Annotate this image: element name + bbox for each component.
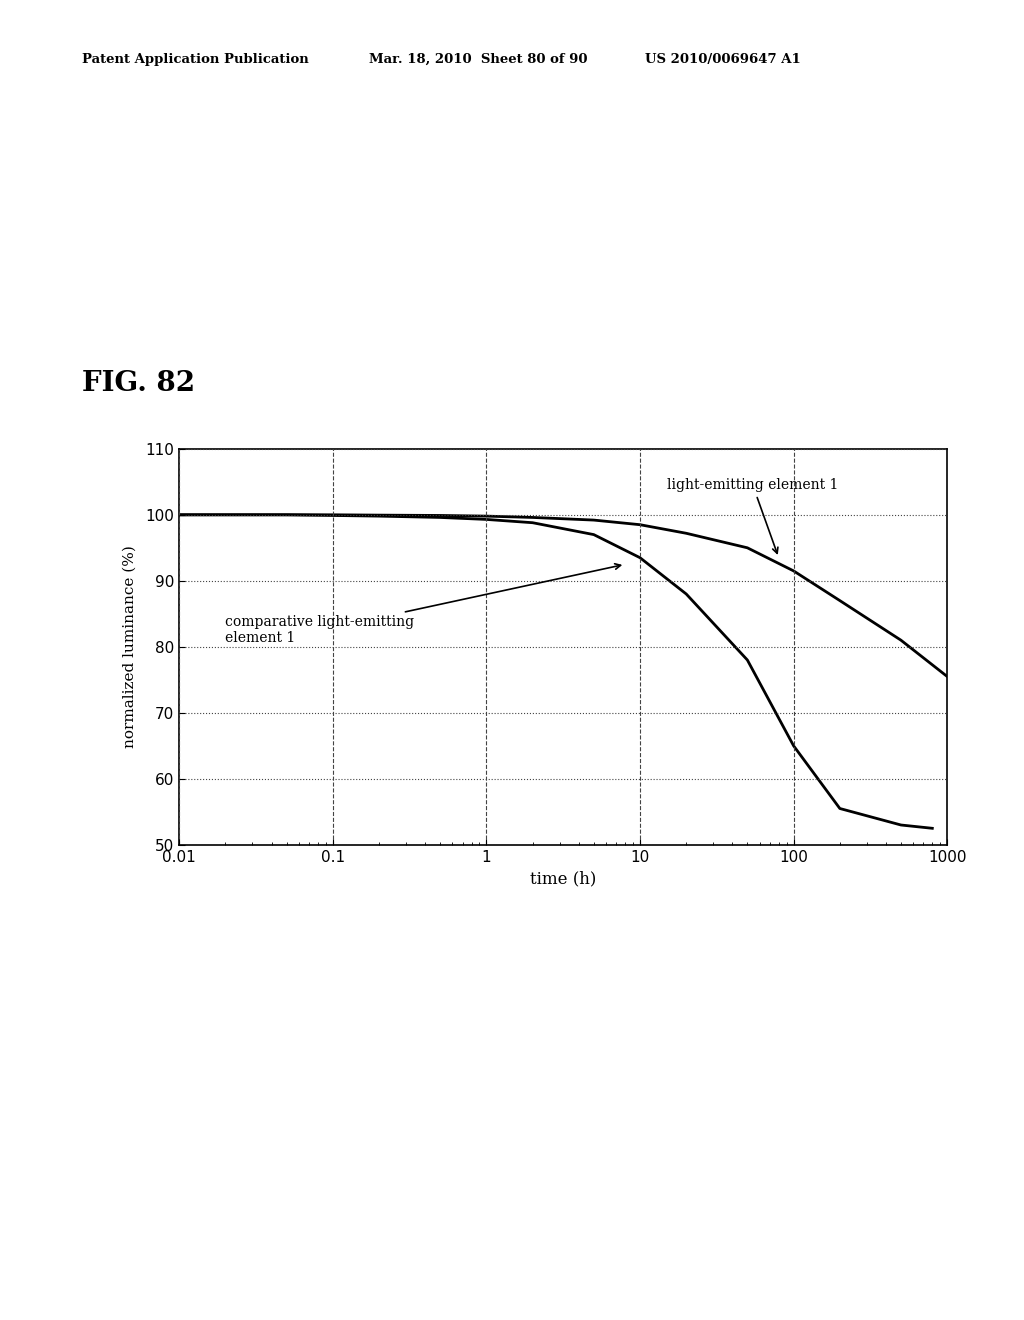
Text: Mar. 18, 2010  Sheet 80 of 90: Mar. 18, 2010 Sheet 80 of 90 [369, 53, 587, 66]
Y-axis label: normalized luminance (%): normalized luminance (%) [123, 545, 137, 748]
Text: comparative light-emitting
element 1: comparative light-emitting element 1 [225, 564, 621, 645]
Text: FIG. 82: FIG. 82 [82, 370, 195, 396]
X-axis label: time (h): time (h) [530, 870, 596, 887]
Text: US 2010/0069647 A1: US 2010/0069647 A1 [645, 53, 801, 66]
Text: light-emitting element 1: light-emitting element 1 [667, 478, 839, 553]
Text: Patent Application Publication: Patent Application Publication [82, 53, 308, 66]
